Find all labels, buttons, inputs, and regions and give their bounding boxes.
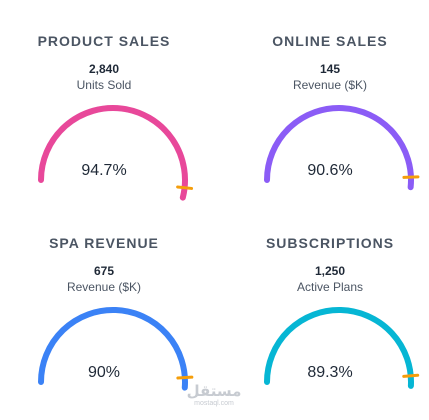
- card-unit: Active Plans: [296, 280, 364, 294]
- gauge-percent: 90%: [87, 364, 121, 381]
- gauge-card-product-sales: PRODUCT SALES 2,840 Units Sold 94.7%: [14, 0, 194, 201]
- gauge-value-arc: [38, 105, 188, 201]
- card-value: 1,250: [314, 264, 346, 278]
- card-unit: Revenue ($K): [66, 280, 142, 294]
- gauge-value-arc: [264, 307, 414, 389]
- gauge-percent: 94.7%: [81, 162, 127, 179]
- gauge-target-marker: [176, 185, 194, 190]
- card-title: ONLINE SALES: [272, 33, 388, 49]
- gauge-percent: 89.3%: [307, 364, 353, 381]
- card-title: SUBSCRIPTIONS: [265, 235, 395, 251]
- card-title: SPA REVENUE: [49, 235, 159, 251]
- gauge: [38, 307, 194, 391]
- gauge-value-arc: [38, 307, 188, 391]
- card-unit: Revenue ($K): [292, 78, 368, 92]
- gauge-percent: 90.6%: [307, 162, 353, 179]
- watermark-subtext: mostaql.com: [194, 400, 234, 407]
- watermark-logo: مستقل mostaql.com: [186, 384, 242, 408]
- gauge: [38, 105, 194, 201]
- gauge-value-arc: [264, 105, 414, 191]
- gauge-target-marker: [176, 375, 194, 380]
- watermark-text: مستقل: [186, 383, 242, 400]
- card-value: 675: [93, 264, 115, 278]
- card-title: PRODUCT SALES: [37, 33, 171, 49]
- gauge: [264, 105, 420, 191]
- gauge-card-spa-revenue: SPA REVENUE 675 Revenue ($K) 90%: [14, 202, 194, 392]
- gauge-card-online-sales: ONLINE SALES 145 Revenue ($K) 90.6%: [240, 0, 420, 191]
- card-value: 145: [319, 62, 341, 76]
- gauge-target-marker: [402, 175, 420, 179]
- card-value: 2,840: [88, 62, 120, 76]
- gauge: [264, 307, 420, 389]
- gauge-target-marker: [402, 373, 420, 378]
- gauge-card-subscriptions: SUBSCRIPTIONS 1,250 Active Plans 89.3%: [240, 202, 420, 392]
- card-unit: Units Sold: [76, 78, 132, 92]
